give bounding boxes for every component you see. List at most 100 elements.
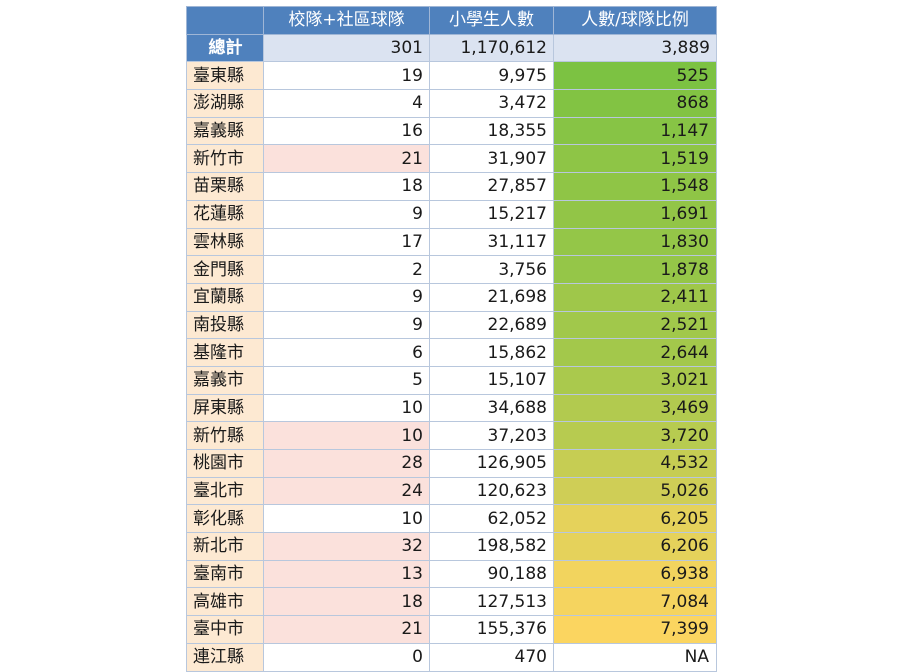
teams-cell[interactable]: 28 <box>263 449 430 478</box>
ratio-cell[interactable]: 1,147 <box>553 116 717 146</box>
students-cell[interactable]: 127,513 <box>429 587 554 617</box>
teams-cell[interactable]: 9 <box>263 199 430 229</box>
header-teams[interactable]: 校隊+社區球隊 <box>263 6 430 35</box>
students-cell[interactable]: 9,975 <box>429 61 554 91</box>
county-name-cell[interactable]: 新竹市 <box>186 144 264 174</box>
ratio-cell[interactable]: NA <box>553 642 717 672</box>
ratio-cell[interactable]: 6,206 <box>553 532 717 561</box>
students-cell[interactable]: 27,857 <box>429 172 554 201</box>
students-cell[interactable]: 21,698 <box>429 282 554 312</box>
teams-cell[interactable]: 18 <box>263 587 430 617</box>
ratio-cell[interactable]: 2,411 <box>553 282 717 312</box>
header-ratio[interactable]: 人數/球隊比例 <box>553 6 717 35</box>
county-name-cell[interactable]: 新竹縣 <box>186 421 264 450</box>
county-name-cell[interactable]: 連江縣 <box>186 642 264 672</box>
table-row: 新竹市 21 31,907 1,519 <box>186 144 717 174</box>
ratio-cell[interactable]: 1,878 <box>553 255 717 284</box>
teams-cell[interactable]: 0 <box>263 642 430 672</box>
county-name-cell[interactable]: 彰化縣 <box>186 504 264 534</box>
county-name-cell[interactable]: 嘉義縣 <box>186 116 264 146</box>
teams-cell[interactable]: 19 <box>263 61 430 91</box>
students-cell[interactable]: 3,756 <box>429 255 554 284</box>
ratio-cell[interactable]: 4,532 <box>553 449 717 478</box>
teams-cell[interactable]: 18 <box>263 172 430 201</box>
county-name-cell[interactable]: 花蓮縣 <box>186 199 264 229</box>
ratio-cell[interactable]: 2,521 <box>553 310 717 340</box>
county-name-cell[interactable]: 臺北市 <box>186 476 264 506</box>
ratio-cell[interactable]: 1,519 <box>553 144 717 174</box>
students-cell[interactable]: 15,862 <box>429 338 554 367</box>
county-name-cell[interactable]: 南投縣 <box>186 310 264 340</box>
county-name-cell[interactable]: 金門縣 <box>186 255 264 284</box>
teams-cell[interactable]: 16 <box>263 116 430 146</box>
ratio-cell[interactable]: 3,720 <box>553 421 717 450</box>
ratio-cell[interactable]: 6,205 <box>553 504 717 534</box>
students-cell[interactable]: 22,689 <box>429 310 554 340</box>
ratio-cell[interactable]: 2,644 <box>553 338 717 367</box>
county-name-cell[interactable]: 新北市 <box>186 532 264 561</box>
total-label[interactable]: 總計 <box>186 33 264 63</box>
county-name-cell[interactable]: 屏東縣 <box>186 393 264 423</box>
county-name-cell[interactable]: 臺南市 <box>186 559 264 589</box>
teams-cell[interactable]: 10 <box>263 504 430 534</box>
teams-cell[interactable]: 6 <box>263 338 430 367</box>
students-cell[interactable]: 120,623 <box>429 476 554 506</box>
teams-cell[interactable]: 32 <box>263 532 430 561</box>
students-cell[interactable]: 198,582 <box>429 532 554 561</box>
ratio-cell[interactable]: 1,691 <box>553 199 717 229</box>
county-name-cell[interactable]: 宜蘭縣 <box>186 282 264 312</box>
ratio-cell[interactable]: 5,026 <box>553 476 717 506</box>
students-cell[interactable]: 34,688 <box>429 393 554 423</box>
table-row: 花蓮縣 9 15,217 1,691 <box>186 199 717 229</box>
teams-cell[interactable]: 10 <box>263 421 430 450</box>
header-students[interactable]: 小學生人數 <box>429 6 554 35</box>
teams-cell[interactable]: 24 <box>263 476 430 506</box>
ratio-cell[interactable]: 7,084 <box>553 587 717 617</box>
students-cell[interactable]: 15,217 <box>429 199 554 229</box>
teams-cell[interactable]: 13 <box>263 559 430 589</box>
county-name-cell[interactable]: 臺中市 <box>186 615 264 644</box>
teams-cell[interactable]: 17 <box>263 227 430 257</box>
ratio-cell[interactable]: 6,938 <box>553 559 717 589</box>
students-cell[interactable]: 37,203 <box>429 421 554 450</box>
teams-cell[interactable]: 9 <box>263 310 430 340</box>
ratio-cell[interactable]: 868 <box>553 89 717 118</box>
ratio-cell[interactable]: 3,021 <box>553 365 717 395</box>
ratio-cell[interactable]: 1,830 <box>553 227 717 257</box>
students-cell[interactable]: 15,107 <box>429 365 554 395</box>
teams-cell[interactable]: 21 <box>263 144 430 174</box>
total-ratio[interactable]: 3,889 <box>553 33 717 63</box>
students-cell[interactable]: 155,376 <box>429 615 554 644</box>
table-row: 彰化縣 10 62,052 6,205 <box>186 504 717 534</box>
teams-cell[interactable]: 10 <box>263 393 430 423</box>
students-cell[interactable]: 31,117 <box>429 227 554 257</box>
ratio-cell[interactable]: 3,469 <box>553 393 717 423</box>
teams-cell[interactable]: 2 <box>263 255 430 284</box>
county-name-cell[interactable]: 臺東縣 <box>186 61 264 91</box>
teams-cell[interactable]: 21 <box>263 615 430 644</box>
students-cell[interactable]: 62,052 <box>429 504 554 534</box>
students-cell[interactable]: 31,907 <box>429 144 554 174</box>
teams-cell[interactable]: 9 <box>263 282 430 312</box>
students-cell[interactable]: 3,472 <box>429 89 554 118</box>
county-name-cell[interactable]: 桃園市 <box>186 449 264 478</box>
header-corner-cell[interactable] <box>186 6 264 35</box>
teams-cell[interactable]: 4 <box>263 89 430 118</box>
county-name-cell[interactable]: 雲林縣 <box>186 227 264 257</box>
total-teams[interactable]: 301 <box>263 33 430 63</box>
county-name-cell[interactable]: 苗栗縣 <box>186 172 264 201</box>
table-row: 高雄市 18 127,513 7,084 <box>186 587 717 617</box>
county-name-cell[interactable]: 嘉義市 <box>186 365 264 395</box>
students-cell[interactable]: 126,905 <box>429 449 554 478</box>
students-cell[interactable]: 470 <box>429 642 554 672</box>
county-name-cell[interactable]: 高雄市 <box>186 587 264 617</box>
county-name-cell[interactable]: 基隆市 <box>186 338 264 367</box>
students-cell[interactable]: 90,188 <box>429 559 554 589</box>
ratio-cell[interactable]: 1,548 <box>553 172 717 201</box>
teams-cell[interactable]: 5 <box>263 365 430 395</box>
ratio-cell[interactable]: 525 <box>553 61 717 91</box>
students-cell[interactable]: 18,355 <box>429 116 554 146</box>
ratio-cell[interactable]: 7,399 <box>553 615 717 644</box>
county-name-cell[interactable]: 澎湖縣 <box>186 89 264 118</box>
total-students[interactable]: 1,170,612 <box>429 33 554 63</box>
